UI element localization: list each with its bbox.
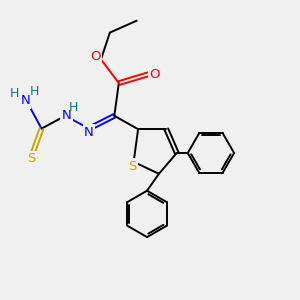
Text: H: H	[30, 85, 39, 98]
Text: O: O	[149, 68, 160, 81]
Text: N: N	[84, 126, 94, 139]
Text: O: O	[90, 50, 100, 63]
Text: N: N	[62, 109, 72, 122]
Text: H: H	[10, 87, 20, 100]
Text: S: S	[128, 160, 136, 173]
Text: S: S	[27, 152, 35, 165]
Text: H: H	[69, 101, 78, 114]
Text: N: N	[20, 94, 30, 107]
